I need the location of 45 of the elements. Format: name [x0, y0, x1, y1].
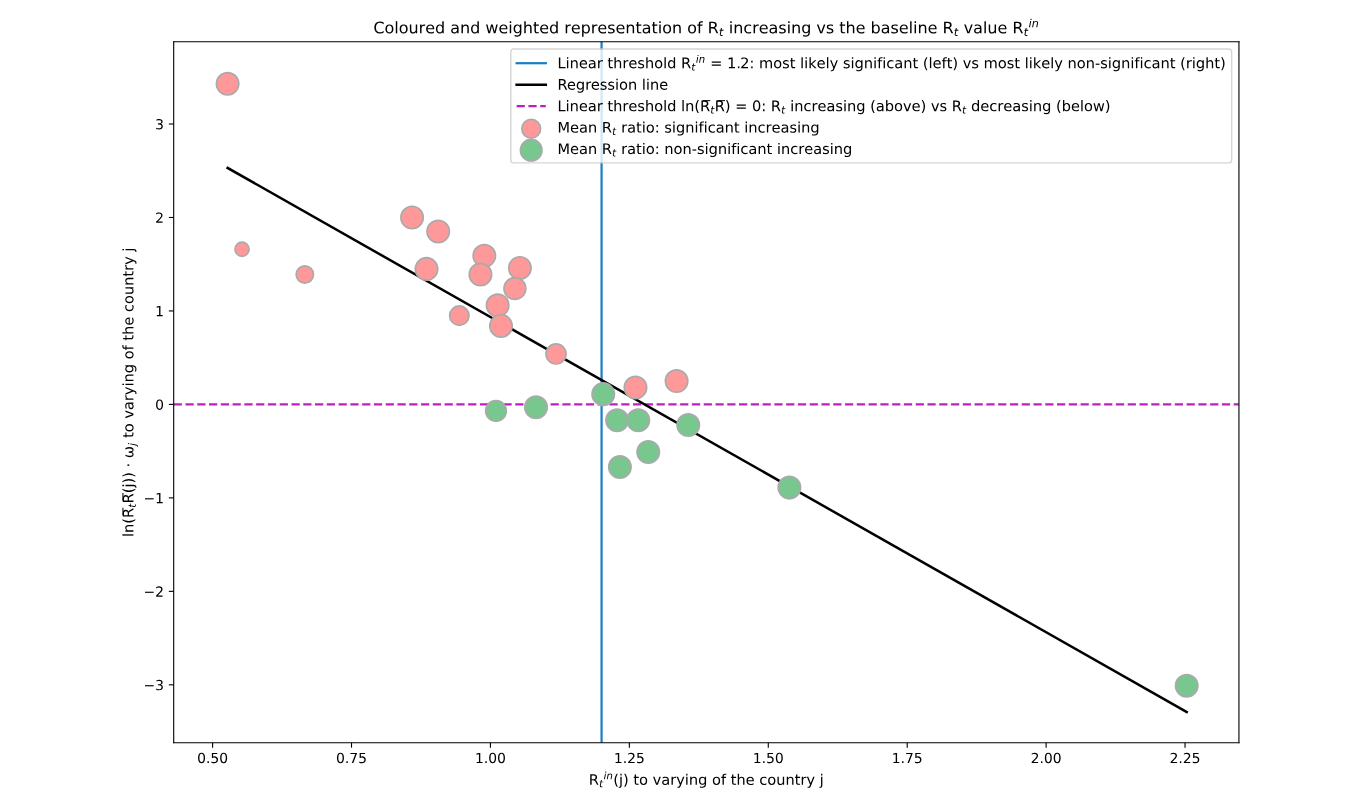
ref-line-label: Linear threshold R$_{t}$$^{in}$ = 1.2: most likely significant (left) vs most likely non-significant (right)	[558, 54, 1225, 72]
x-tick-label: 1.50	[754, 752, 783, 764]
point	[485, 293, 510, 318]
x-tick-label: 1.25	[615, 752, 644, 764]
point	[414, 256, 439, 281]
point	[626, 408, 651, 433]
point	[215, 71, 240, 96]
legend-label: Linear threshold ln(R̅$_{t}$R̅) = 0: R$_{t}$ increasing (above) vs R$_{t}$ decreasing (below)	[558, 100, 1110, 115]
point	[664, 369, 689, 394]
point	[607, 455, 632, 480]
point	[468, 262, 493, 287]
y-tick-label: 1	[156, 306, 163, 317]
x-tick-label: 1.00	[476, 752, 505, 764]
point	[484, 399, 508, 423]
y-tick-label: −1	[144, 493, 163, 504]
x-tick-label: 0.50	[198, 752, 228, 764]
x-tick-label: 2.25	[1170, 752, 1200, 764]
y-tick-label: 0	[156, 399, 164, 410]
point	[623, 375, 648, 400]
point	[591, 382, 616, 407]
x-tick-label: 0.75	[336, 752, 366, 764]
y-tick-label: 2	[156, 212, 163, 223]
chart-title: Coloured and weighted representation of R$_{t}$ increasing vs the baseline R$_{t}$ value R$_{t}$$^{in}$	[374, 18, 1039, 37]
point	[488, 313, 514, 338]
legend-label: Regression line	[558, 78, 668, 93]
legend-label: Mean R$_{t}$ ratio: non-significant increasing	[558, 142, 851, 158]
point	[1174, 673, 1199, 698]
point	[523, 395, 549, 420]
point	[507, 255, 532, 280]
point	[636, 440, 661, 465]
point	[426, 219, 451, 244]
point	[503, 276, 527, 301]
y-tick-label: 3	[156, 118, 163, 130]
point	[472, 243, 497, 268]
legend-label: Mean R$_{t}$ ratio: significant increasing	[558, 121, 819, 136]
x-axis-title: R$_{t}$$^{in}$(j) to varying of the country j	[590, 771, 823, 788]
y-tick-label: −2	[144, 586, 163, 597]
point	[400, 205, 425, 230]
y-tick-label: −3	[144, 679, 163, 691]
point	[605, 408, 630, 433]
y-axis-title: ln(R̅$_{t}$R̅(j)) · ω$_{j}$ to varying of the country j	[122, 248, 138, 536]
x-tick-label: 1.75	[893, 752, 922, 764]
x-tick-label: 2.00	[1031, 752, 1061, 764]
point	[676, 412, 701, 438]
point	[777, 475, 802, 500]
